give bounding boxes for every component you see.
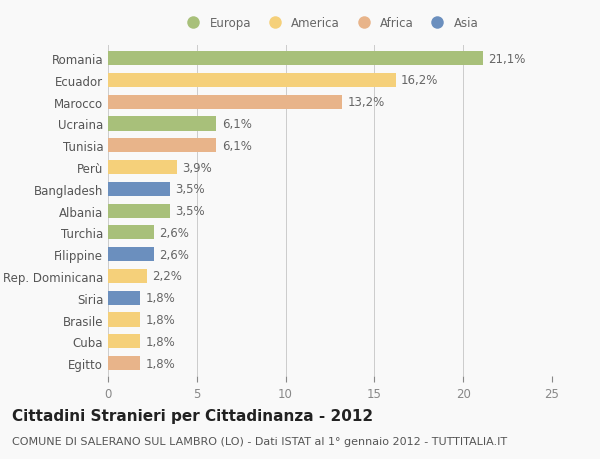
Text: 21,1%: 21,1%: [488, 52, 526, 66]
Bar: [108, 95, 343, 110]
Text: 3,5%: 3,5%: [175, 205, 205, 218]
Bar: [108, 204, 170, 218]
Text: 1,8%: 1,8%: [145, 291, 175, 305]
Bar: [108, 313, 140, 327]
Bar: [108, 247, 154, 262]
Text: 6,1%: 6,1%: [221, 140, 251, 152]
Text: Cittadini Stranieri per Cittadinanza - 2012: Cittadini Stranieri per Cittadinanza - 2…: [12, 409, 373, 424]
Bar: [108, 226, 154, 240]
Text: 1,8%: 1,8%: [145, 357, 175, 370]
Text: 3,9%: 3,9%: [182, 161, 212, 174]
Legend: Europa, America, Africa, Asia: Europa, America, Africa, Asia: [178, 13, 482, 34]
Bar: [108, 291, 140, 305]
Text: 2,2%: 2,2%: [152, 270, 182, 283]
Bar: [108, 139, 217, 153]
Text: 1,8%: 1,8%: [145, 313, 175, 326]
Bar: [108, 182, 170, 196]
Text: 16,2%: 16,2%: [401, 74, 439, 87]
Bar: [108, 356, 140, 370]
Text: 13,2%: 13,2%: [348, 96, 385, 109]
Bar: [108, 269, 147, 284]
Bar: [108, 52, 483, 66]
Text: 2,6%: 2,6%: [160, 248, 190, 261]
Text: 6,1%: 6,1%: [221, 118, 251, 131]
Text: 3,5%: 3,5%: [175, 183, 205, 196]
Text: COMUNE DI SALERANO SUL LAMBRO (LO) - Dati ISTAT al 1° gennaio 2012 - TUTTITALIA.: COMUNE DI SALERANO SUL LAMBRO (LO) - Dat…: [12, 436, 507, 446]
Text: 2,6%: 2,6%: [160, 226, 190, 239]
Text: 1,8%: 1,8%: [145, 335, 175, 348]
Bar: [108, 161, 177, 175]
Bar: [108, 73, 396, 88]
Bar: [108, 117, 217, 131]
Bar: [108, 335, 140, 349]
